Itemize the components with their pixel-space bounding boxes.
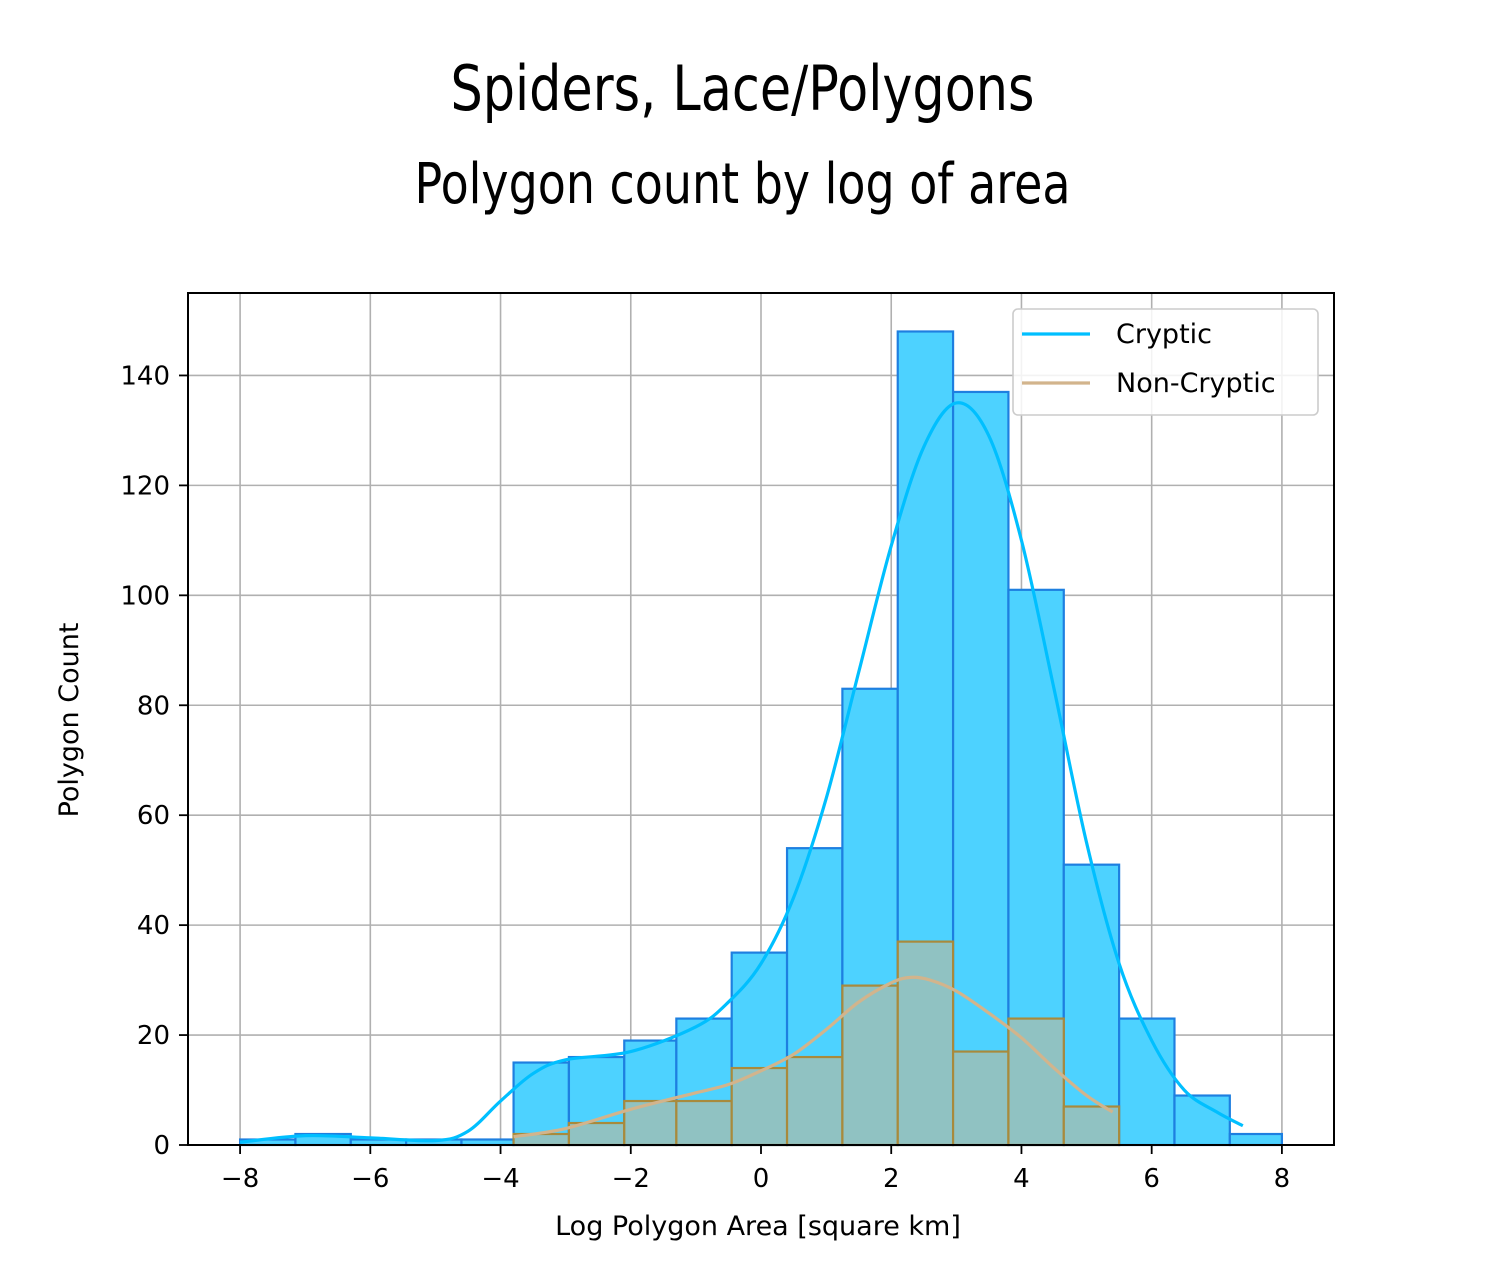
x-tick-label: −4 [481, 1164, 519, 1194]
x-tick-label: 6 [1143, 1164, 1160, 1194]
x-tick-label: −6 [351, 1164, 389, 1194]
noncryptic-bar [675, 1099, 733, 1147]
legend: Cryptic Non-Cryptic [1012, 308, 1319, 416]
chart-subtitle: Polygon count by log of area [414, 152, 1071, 217]
x-tick-label: 4 [1013, 1164, 1030, 1194]
cryptic-bar [1118, 1017, 1176, 1147]
y-tick-label: 120 [120, 471, 170, 501]
chart-title: Spiders, Lace/Polygons [450, 52, 1035, 125]
y-tick-label: 80 [137, 691, 170, 721]
noncryptic-kde-line [513, 975, 1114, 1139]
noncryptic-bar [896, 940, 955, 1147]
cryptic-bar [1062, 863, 1121, 1147]
y-axis-label: Polygon Count [54, 623, 85, 818]
noncryptic-bar [1007, 1017, 1065, 1147]
noncryptic-bar [841, 984, 899, 1147]
y-tick-label: 40 [137, 911, 170, 941]
cryptic-bar [951, 390, 1010, 1147]
y-tick-label: 100 [120, 581, 170, 611]
cryptic-kde-line [239, 401, 1244, 1144]
x-tick-label: 8 [1274, 1164, 1291, 1194]
x-tick-label: 0 [753, 1164, 770, 1194]
y-tick-label: 60 [137, 801, 170, 831]
noncryptic-bar [951, 1050, 1010, 1147]
legend-label: Non-Cryptic [1116, 368, 1276, 399]
x-axis-label: Log Polygon Area [square km] [555, 1211, 961, 1242]
y-tick-label: 140 [120, 361, 170, 391]
x-tick-label: −2 [612, 1164, 650, 1194]
noncryptic-bar [785, 1055, 844, 1147]
legend-label: Cryptic [1116, 319, 1212, 350]
y-tick-label: 0 [153, 1131, 170, 1161]
x-tick-label: 2 [883, 1164, 900, 1194]
y-tick-label: 20 [137, 1021, 170, 1051]
kde-curves [239, 401, 1244, 1144]
noncryptic-bars [512, 940, 1121, 1147]
x-tick-label: −8 [221, 1164, 259, 1194]
cryptic-bar [1228, 1132, 1284, 1147]
